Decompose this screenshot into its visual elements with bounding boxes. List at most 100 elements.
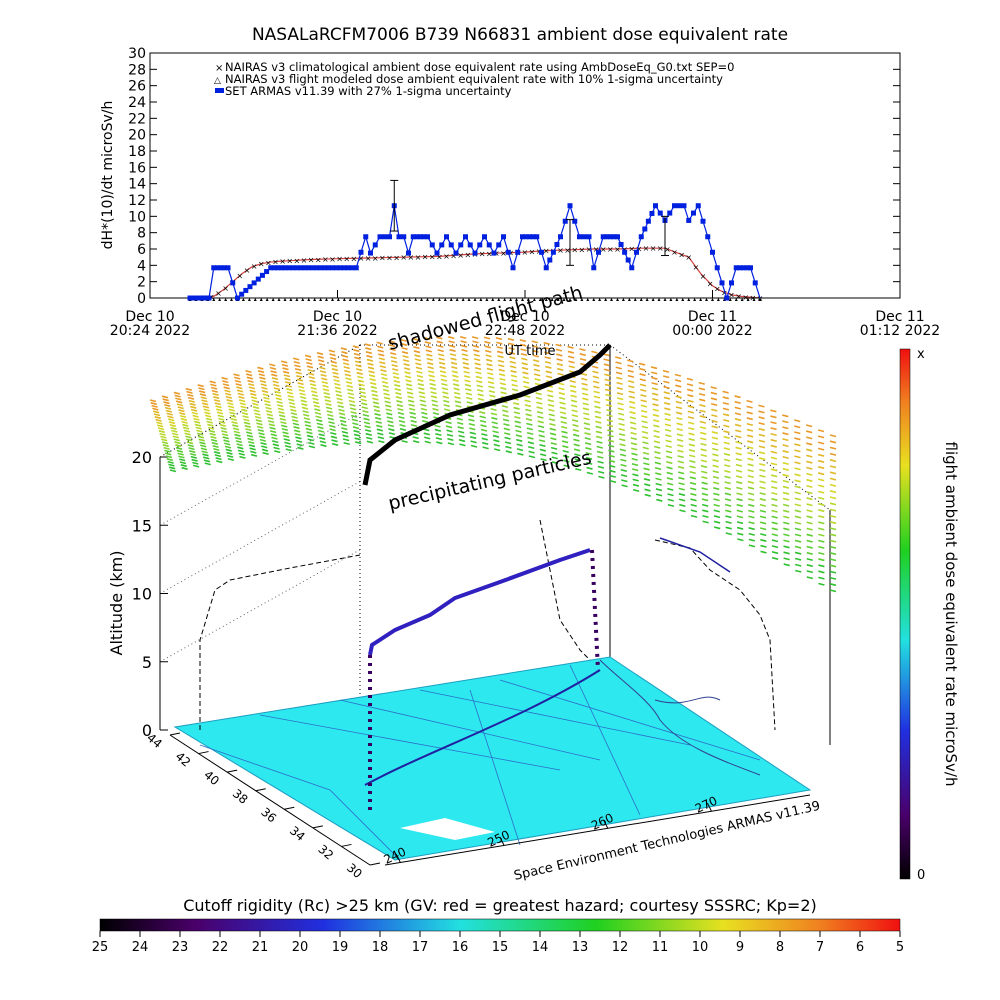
particle-mark	[561, 430, 568, 434]
particle-mark	[513, 406, 520, 410]
particle-mark	[701, 470, 708, 474]
particle-mark	[430, 395, 438, 399]
particle-mark	[629, 405, 636, 410]
particle-mark	[686, 383, 694, 387]
particle-mark	[222, 380, 229, 384]
particle-mark	[175, 446, 183, 450]
data-point: ▴	[533, 296, 536, 303]
particle-mark	[375, 420, 382, 424]
particle-mark	[556, 353, 563, 357]
particle-mark	[603, 363, 611, 367]
data-point	[527, 234, 533, 240]
particle-mark	[632, 483, 640, 487]
particle-mark	[550, 446, 558, 450]
data-point: ▴	[574, 296, 577, 303]
particle-mark	[508, 342, 515, 346]
particle-mark	[593, 395, 601, 399]
particle-mark	[678, 476, 685, 480]
particle-mark	[197, 384, 204, 388]
data-point: ×	[742, 293, 749, 302]
particle-mark	[246, 376, 254, 380]
particle-mark	[675, 411, 683, 415]
particle-mark	[748, 532, 755, 536]
data-point	[198, 295, 204, 301]
particle-mark	[817, 447, 825, 451]
particle-mark	[329, 353, 336, 357]
data-point: ▴	[598, 296, 601, 303]
particle-mark	[770, 456, 778, 460]
legend: × NAIRAS v3 climatological ambient dose e…	[214, 60, 734, 98]
particle-mark	[794, 479, 801, 483]
data-point: ▴	[634, 296, 637, 303]
particle-mark	[308, 445, 316, 449]
particle-mark	[376, 341, 383, 345]
x-tick-label-time: 20:24 2022	[110, 323, 190, 339]
particle-mark	[231, 421, 238, 425]
particle-mark	[273, 387, 281, 391]
particle-mark	[424, 336, 431, 341]
latitude-tick	[369, 862, 381, 866]
particle-mark	[818, 545, 825, 549]
data-point	[414, 234, 420, 240]
particle-mark	[259, 438, 267, 442]
data-point	[401, 234, 407, 240]
particle-mark	[746, 428, 754, 432]
particle-mark	[221, 430, 228, 434]
particle-mark	[758, 416, 765, 420]
particle-mark	[699, 426, 707, 430]
particle-mark	[256, 425, 264, 429]
particle-mark	[227, 457, 235, 462]
particle-mark	[724, 492, 732, 496]
particle-mark	[156, 421, 163, 425]
particle-mark	[370, 382, 377, 386]
particle-mark	[311, 390, 318, 394]
particle-mark	[563, 459, 570, 463]
particle-mark	[710, 386, 717, 390]
x-tick-label-date: Dec 10	[500, 309, 549, 325]
particle-mark	[465, 388, 472, 392]
particle-mark	[594, 400, 601, 404]
data-point: ▴	[515, 296, 518, 303]
particle-mark	[736, 509, 744, 513]
data-point: ▴	[313, 296, 316, 303]
data-point: ▴	[444, 296, 447, 303]
dose-colorbar-scale	[899, 348, 911, 880]
particle-mark	[806, 527, 813, 531]
particle-mark	[572, 423, 579, 428]
latitude-tick	[312, 825, 323, 829]
particle-mark	[188, 399, 196, 403]
particle-mark	[403, 367, 411, 371]
rigidity-tick-label: 20	[292, 940, 309, 955]
particle-mark	[584, 442, 592, 446]
particle-mark	[525, 413, 532, 417]
particle-mark	[483, 336, 491, 340]
data-point	[724, 295, 730, 301]
particle-mark	[560, 420, 567, 425]
data-point	[567, 203, 573, 209]
particle-mark	[585, 451, 592, 456]
particle-mark	[435, 432, 442, 437]
particle-mark	[723, 430, 730, 434]
particle-mark	[164, 404, 171, 408]
particle-mark	[818, 564, 825, 568]
rigidity-tick-label: 8	[776, 940, 784, 955]
particle-mark	[311, 393, 319, 398]
particle-mark	[759, 515, 767, 519]
data-point	[463, 234, 468, 240]
particle-mark	[656, 498, 663, 502]
particle-mark	[436, 336, 443, 340]
latitude-tick	[169, 732, 181, 736]
particle-mark	[544, 361, 552, 365]
particle-mark	[168, 418, 175, 422]
particle-mark	[284, 444, 292, 449]
particle-mark	[365, 351, 373, 355]
particle-mark	[354, 356, 361, 360]
particle-mark	[400, 342, 408, 346]
x-tick-label-time: 01:12 2022	[860, 323, 940, 339]
particle-mark	[557, 367, 564, 371]
particle-mark	[690, 509, 698, 513]
data-point	[429, 242, 435, 248]
data-point	[581, 234, 587, 240]
particle-mark	[687, 394, 694, 398]
particle-mark	[724, 498, 732, 502]
